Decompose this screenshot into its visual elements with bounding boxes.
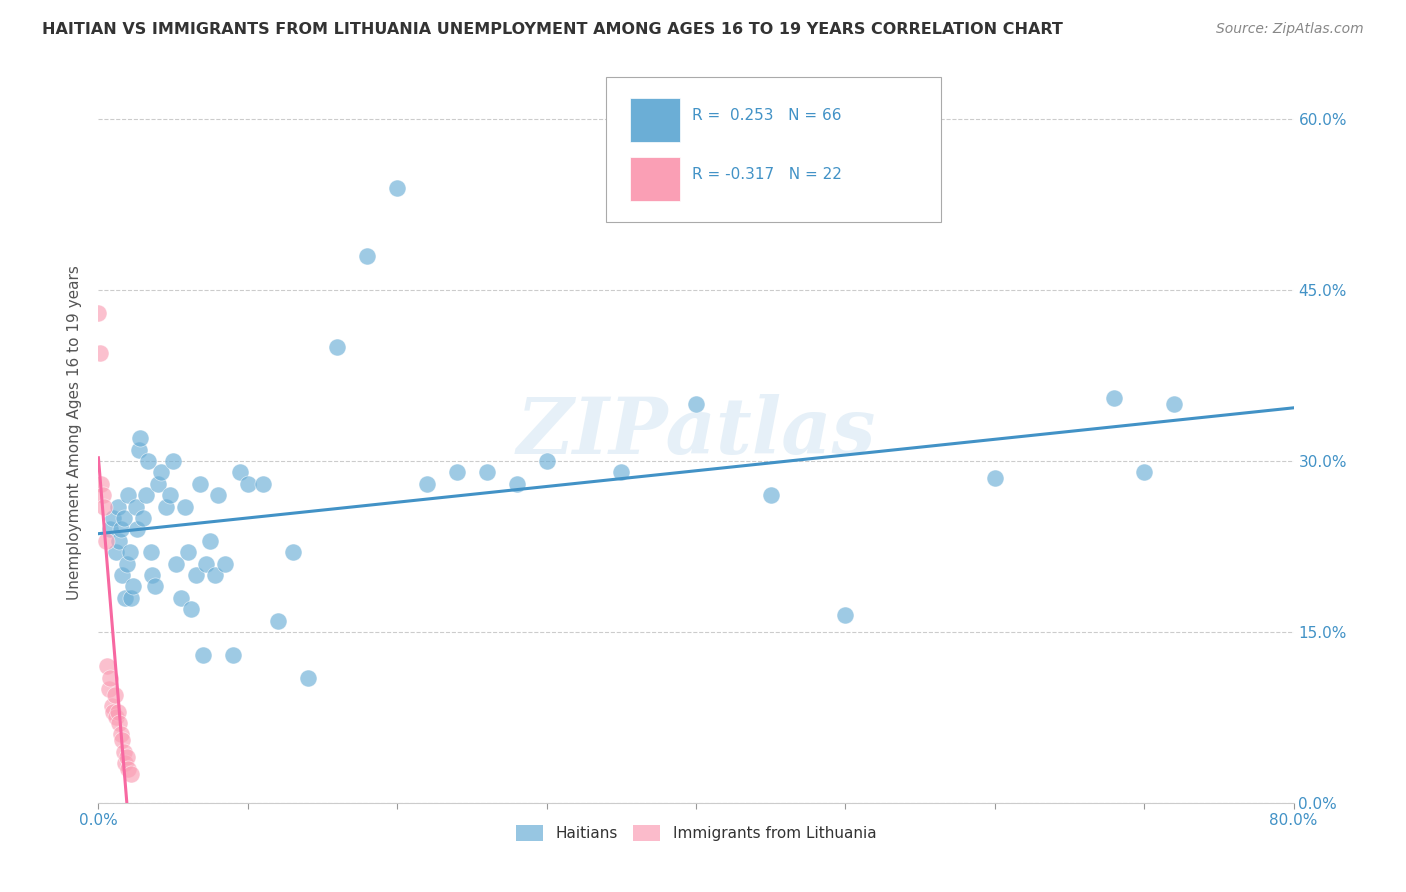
Point: [180, 602, 202, 616]
Point: [207, 488, 229, 502]
Point: [1104, 392, 1126, 406]
Point: [195, 557, 218, 571]
Point: [229, 466, 252, 480]
Point: [91, 488, 114, 502]
Point: [610, 466, 633, 480]
Point: [159, 488, 181, 502]
Point: [506, 476, 529, 491]
Point: [107, 500, 129, 514]
Point: [115, 557, 138, 571]
Text: R = -0.317   N = 22: R = -0.317 N = 22: [692, 168, 842, 183]
Point: [98, 671, 122, 685]
Point: [685, 397, 707, 411]
Point: [96, 659, 118, 673]
Point: [105, 545, 128, 559]
Point: [139, 545, 162, 559]
Point: [148, 476, 170, 491]
Point: [155, 500, 177, 514]
Point: [111, 568, 134, 582]
Point: [111, 733, 134, 747]
Point: [110, 523, 132, 537]
Point: [162, 454, 184, 468]
Point: [204, 568, 226, 582]
Point: [214, 557, 236, 571]
Point: [112, 745, 135, 759]
FancyBboxPatch shape: [630, 98, 681, 142]
Point: [385, 180, 409, 194]
Point: [184, 568, 207, 582]
Point: [118, 545, 141, 559]
Point: [101, 698, 124, 713]
FancyBboxPatch shape: [606, 78, 941, 221]
Point: [115, 750, 138, 764]
Point: [90, 476, 112, 491]
Point: [174, 500, 197, 514]
Point: [200, 533, 222, 548]
Point: [93, 500, 115, 514]
Point: [94, 533, 117, 548]
Point: [117, 762, 139, 776]
Point: [114, 756, 136, 770]
Point: [103, 705, 125, 719]
Text: R =  0.253   N = 66: R = 0.253 N = 66: [692, 108, 842, 123]
Point: [188, 476, 211, 491]
Point: [105, 710, 128, 724]
Point: [326, 340, 349, 354]
Y-axis label: Unemployment Among Ages 16 to 19 years: Unemployment Among Ages 16 to 19 years: [67, 265, 83, 600]
Point: [222, 648, 245, 662]
Point: [1163, 397, 1185, 411]
Point: [446, 466, 468, 480]
Point: [169, 591, 191, 605]
Point: [120, 591, 142, 605]
Text: Source: ZipAtlas.com: Source: ZipAtlas.com: [1216, 22, 1364, 37]
Point: [112, 511, 135, 525]
Point: [536, 454, 558, 468]
Point: [121, 579, 143, 593]
Point: [132, 511, 155, 525]
Point: [1133, 466, 1156, 480]
Point: [135, 488, 157, 502]
Point: [107, 705, 129, 719]
Text: HAITIAN VS IMMIGRANTS FROM LITHUANIA UNEMPLOYMENT AMONG AGES 16 TO 19 YEARS CORR: HAITIAN VS IMMIGRANTS FROM LITHUANIA UNE…: [42, 22, 1063, 37]
Point: [117, 488, 139, 502]
Point: [759, 488, 782, 502]
Point: [110, 727, 132, 741]
Point: [252, 476, 274, 491]
Point: [125, 500, 148, 514]
Point: [356, 249, 378, 263]
Point: [114, 591, 136, 605]
Point: [984, 471, 1007, 485]
Point: [87, 306, 110, 320]
Point: [89, 346, 111, 360]
Point: [191, 648, 214, 662]
Point: [104, 688, 127, 702]
Point: [281, 545, 304, 559]
Point: [177, 545, 200, 559]
Point: [129, 431, 152, 445]
Point: [143, 579, 166, 593]
Point: [128, 442, 150, 457]
Point: [236, 476, 259, 491]
Point: [834, 607, 856, 622]
Point: [120, 767, 142, 781]
Point: [141, 568, 163, 582]
Point: [108, 716, 131, 731]
Point: [136, 454, 159, 468]
Point: [97, 681, 120, 696]
Point: [150, 466, 173, 480]
Point: [108, 533, 131, 548]
Point: [127, 523, 149, 537]
Point: [267, 614, 290, 628]
Point: [103, 511, 125, 525]
Text: ZIPatlas: ZIPatlas: [516, 394, 876, 471]
Point: [416, 476, 439, 491]
Point: [165, 557, 187, 571]
FancyBboxPatch shape: [630, 157, 681, 201]
Legend: Haitians, Immigrants from Lithuania: Haitians, Immigrants from Lithuania: [509, 819, 883, 847]
Point: [475, 466, 498, 480]
Point: [98, 523, 122, 537]
Point: [297, 671, 319, 685]
